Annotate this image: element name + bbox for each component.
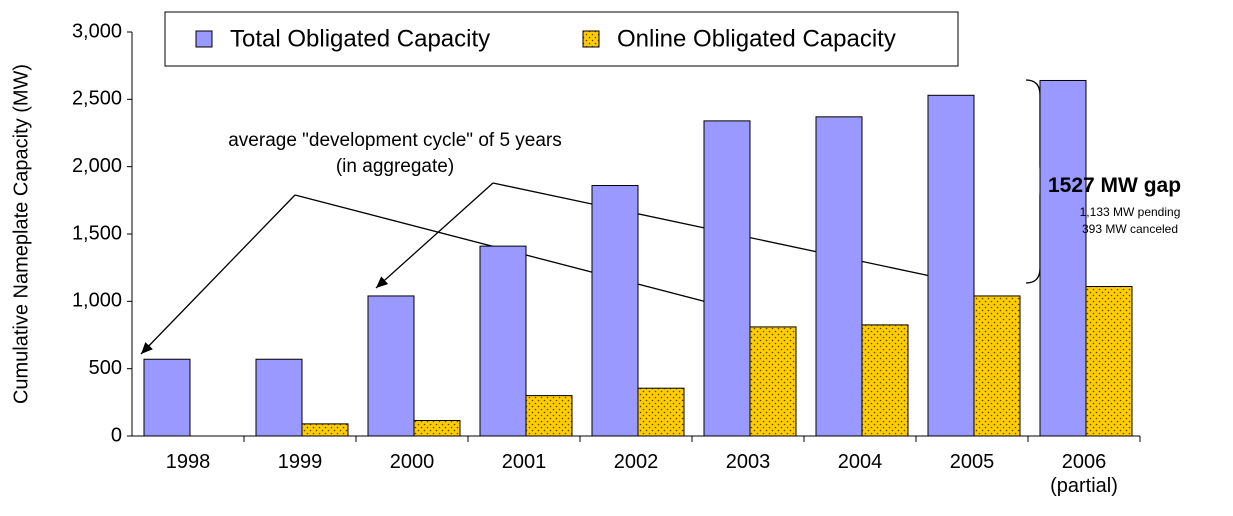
legend-box (164, 11, 959, 67)
bar (255, 358, 303, 437)
y-axis-label: Cumulative Nameplate Capacity (MW) (10, 64, 32, 404)
annotation: average "development cycle" of 5 years (… (228, 130, 562, 177)
bar (1039, 79, 1087, 437)
x-tick-label: 2003 (725, 451, 771, 473)
bar (927, 94, 975, 437)
bar (861, 324, 909, 437)
legend-label: Online Obligated Capacity (617, 25, 896, 52)
y-tick-label: 3,000 (72, 20, 122, 42)
bar (703, 120, 751, 437)
bar (143, 358, 191, 437)
bar (367, 295, 415, 437)
bar (815, 116, 863, 437)
bar (413, 420, 461, 437)
arrow (140, 194, 296, 355)
legend-swatch (195, 30, 213, 48)
x-tick-label: 2001 (501, 451, 547, 473)
gap-note: 1,133 MW pending (1079, 205, 1181, 219)
bar (1085, 286, 1133, 437)
bar (973, 295, 1021, 437)
x-tick-label: 2004 (837, 451, 883, 473)
x-tick-label: 1999 (277, 451, 323, 473)
legend-swatch (582, 30, 600, 48)
y-tick-label: 0 (111, 424, 122, 446)
arrow (375, 182, 494, 289)
y-tick-label: 2,000 (72, 155, 122, 177)
y-tick-label: 1,000 (72, 290, 122, 312)
x-tick-label: 2002 (613, 451, 659, 473)
legend-label: Total Obligated Capacity (230, 25, 490, 52)
bar (301, 423, 349, 437)
bar (749, 326, 797, 437)
bar (637, 387, 685, 437)
y-tick-label: 2,500 (72, 88, 122, 110)
bar (479, 245, 527, 437)
bar (591, 185, 639, 437)
bar (525, 395, 573, 437)
y-tick-label: 500 (89, 357, 122, 379)
gap-label: 1527 MW gap (1048, 174, 1182, 197)
gap-note: 393 MW canceled (1081, 222, 1179, 236)
x-tick-label: 2006 (partial) (1050, 451, 1118, 497)
x-tick-label: 1998 (165, 451, 211, 473)
x-tick-label: 2000 (389, 451, 435, 473)
x-tick-label: 2005 (949, 451, 995, 473)
y-tick-label: 1,500 (72, 222, 122, 244)
